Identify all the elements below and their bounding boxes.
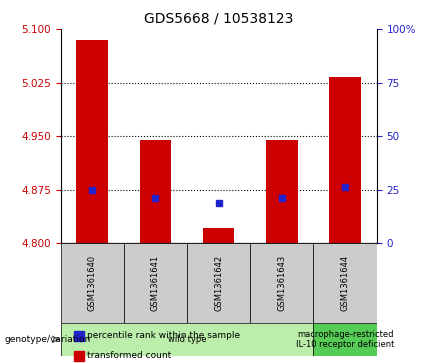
Bar (61, 323, 313, 356)
Bar (313, 323, 377, 356)
Text: GSM1361641: GSM1361641 (151, 255, 160, 311)
Bar (250, 243, 313, 323)
Text: percentile rank within the sample: percentile rank within the sample (87, 331, 241, 340)
Bar (329, 77, 361, 243)
Text: GSM1361640: GSM1361640 (88, 255, 97, 311)
Text: GSM1361642: GSM1361642 (214, 255, 223, 311)
Bar (139, 140, 171, 243)
Bar (266, 140, 297, 243)
Bar (61, 243, 124, 323)
Text: wild type: wild type (168, 335, 206, 344)
Text: GSM1361644: GSM1361644 (341, 255, 349, 311)
Text: macrophage-restricted
IL-10 receptor deficient: macrophage-restricted IL-10 receptor def… (296, 330, 394, 349)
Bar (203, 228, 235, 243)
Bar (187, 243, 250, 323)
Bar (124, 243, 187, 323)
Text: transformed count: transformed count (87, 351, 172, 360)
Text: genotype/variation: genotype/variation (4, 335, 90, 344)
Bar (76, 40, 108, 243)
Bar (313, 243, 377, 323)
Text: GSM1361643: GSM1361643 (278, 255, 286, 311)
Title: GDS5668 / 10538123: GDS5668 / 10538123 (144, 11, 293, 25)
